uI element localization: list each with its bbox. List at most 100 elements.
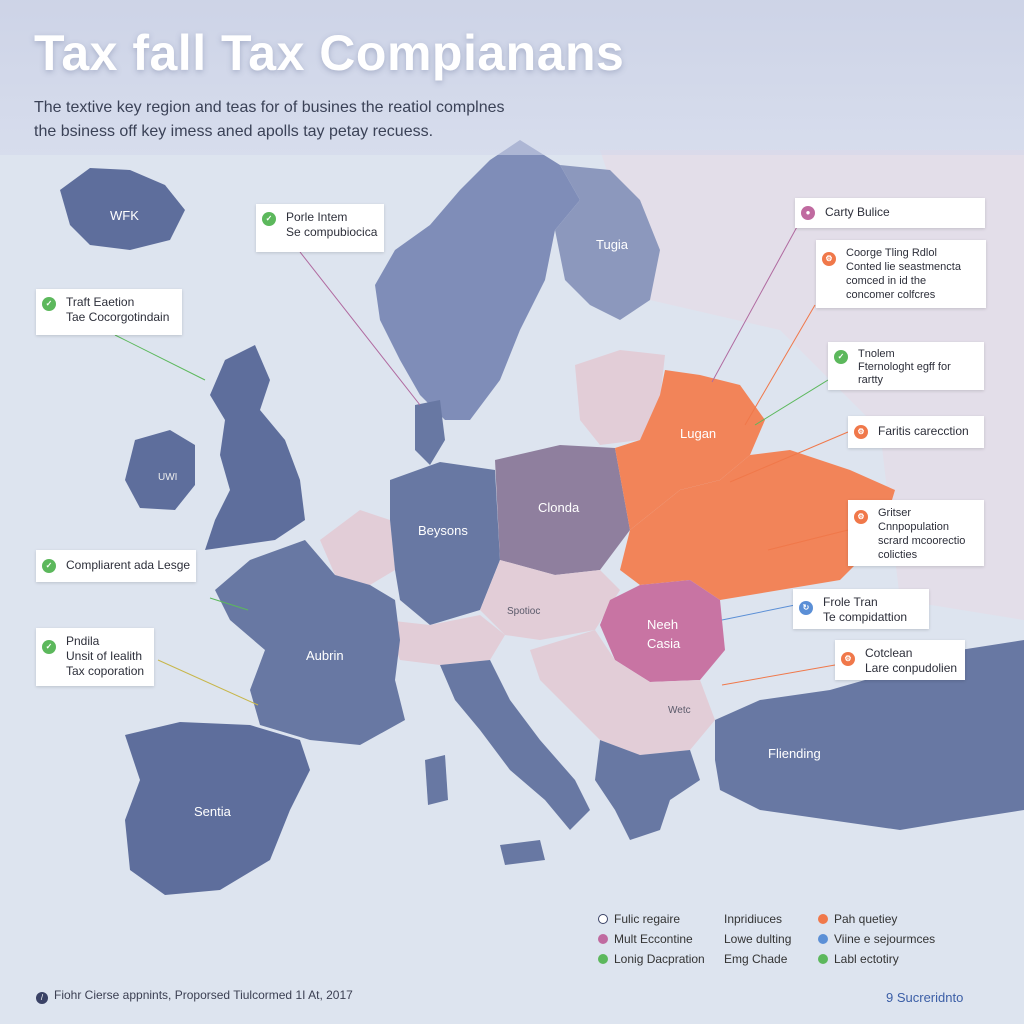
callout-traft-line-1: Traft Eaetion (66, 295, 135, 309)
callout-gritser-line-4: colicties (878, 549, 918, 561)
callout-gritser-line-2: Cnnpopulation (878, 521, 949, 533)
legend: Fulic regaire Inpridiuces Pah quetiey Mu… (598, 912, 958, 972)
region-label-sentia: Sentia (194, 804, 231, 819)
leader-coorge (744, 304, 816, 426)
baltic-shape[interactable] (575, 350, 665, 445)
callout-porle-line-2: Se compubiocica (286, 225, 378, 239)
legend-label: Lonig Dacpration (614, 952, 705, 966)
region-label-wetc: Wetc (668, 705, 691, 716)
footer-brand[interactable]: 9 Sucreridnto (886, 990, 964, 1005)
callout-leaders (114, 224, 849, 706)
iceland-shape[interactable] (60, 168, 185, 250)
benelux-shape[interactable] (320, 510, 395, 585)
page-subtitle: The textive key region and teas for of b… (34, 96, 594, 144)
callout-coorge-line-1: Coorge Tling Rdlol (846, 247, 937, 259)
iberia-shape[interactable] (125, 722, 310, 895)
legend-item: Labl ectotiry (818, 952, 899, 966)
callout-cotclean-line-1: Cotclean (865, 646, 913, 660)
denmark-shape[interactable] (415, 400, 445, 465)
info-icon: / (36, 992, 48, 1004)
legend-dot (598, 934, 608, 944)
scandinavia-shape[interactable] (375, 140, 580, 420)
check-icon: ✓ (834, 350, 848, 364)
callout-coorge-line-3: comced in id the (846, 275, 927, 287)
legend-label: Fulic regaire (614, 912, 681, 926)
legend-label: Pah quetiey (834, 912, 898, 926)
callout-cotclean[interactable]: ⚙ Cotclean Lare conpudolien (835, 640, 965, 680)
romania-shape[interactable] (600, 580, 725, 682)
britain-shape[interactable] (205, 345, 305, 550)
legend-row: Fulic regaire Inpridiuces Pah quetiey (598, 912, 958, 932)
callout-compliarent[interactable]: ✓ Compliarent ada Lesge (36, 550, 196, 582)
subtitle-line-2: the bsiness off key imess aned apolls ta… (34, 123, 434, 140)
leader-faritis (729, 431, 849, 483)
gear-icon: ⚙ (841, 652, 855, 666)
leader-traft (114, 334, 206, 381)
callout-frole[interactable]: ↻ Frole Tran Te compidattion (793, 589, 929, 629)
callout-cotclean-line-2: Lare conpudolien (865, 661, 958, 675)
legend-label: Lowe dulting (724, 932, 792, 946)
callout-tnolem-line-2: Fternologht egff for (858, 361, 951, 373)
leader-porle (299, 251, 421, 406)
france-shape[interactable] (215, 540, 405, 745)
callout-pndila-line-1: Pndila (66, 634, 100, 648)
callout-coorge-line-2: Conted lie seastmencta (846, 261, 961, 273)
leader-tnolem (754, 379, 829, 426)
callout-carty[interactable]: ● Carty Bulice (795, 198, 985, 228)
legend-item: Pah quetiey (818, 912, 897, 926)
leader-compliarent (209, 597, 249, 611)
gear-icon: ⚙ (822, 252, 836, 266)
callout-compliarent-line-1: Compliarent ada Lesge (66, 558, 191, 572)
legend-item: Lowe dulting (724, 932, 791, 946)
check-icon: ✓ (42, 297, 56, 311)
callout-pndila[interactable]: ✓ Pndila Unsit of Iealith Tax coporation (36, 628, 154, 686)
legend-dot (818, 934, 828, 944)
poland-shape[interactable] (495, 445, 630, 575)
ireland-shape[interactable] (125, 430, 195, 510)
region-label-neeh: Neeh (647, 617, 679, 632)
callout-coorge[interactable]: ⚙ Coorge Tling Rdlol Conted lie seastmen… (816, 240, 986, 308)
legend-dot (818, 954, 828, 964)
legend-label: Labl ectotiry (834, 952, 899, 966)
balkans-shape[interactable] (530, 630, 715, 755)
subtitle-line-1: The textive key region and teas for of b… (34, 99, 505, 116)
callout-coorge-line-4: concomer colfcres (846, 289, 936, 301)
callout-porle[interactable]: ✓ Porle Intem Se compubiocica (256, 204, 384, 252)
legend-row: Mult Eccontine Lowe dulting Viine e sejo… (598, 932, 958, 952)
region-label-casia: Casia (647, 636, 681, 651)
greece-shape[interactable] (595, 740, 700, 840)
central-europe-shape[interactable] (480, 560, 620, 640)
callout-gritser[interactable]: ⚙ Gritser Cnnpopulation scrard mcoorecti… (848, 500, 984, 566)
callout-traft[interactable]: ✓ Traft Eaetion Tae Cocorgotindain (36, 289, 182, 335)
region-label-tugia: Tugia (596, 237, 629, 252)
region-label-spotioc: Spotioc (507, 606, 541, 617)
callout-frole-line-2: Te compidattion (823, 610, 908, 624)
page-title: Tax fall Tax Compianans (34, 25, 625, 81)
legend-item: Lonig Dacpration (598, 952, 705, 966)
leader-frole (721, 604, 796, 621)
italy-shape[interactable] (440, 660, 590, 830)
legend-label: Mult Eccontine (614, 932, 693, 946)
callout-tnolem-line-3: rartty (858, 374, 884, 386)
region-label-fliending: Fliending (768, 746, 821, 761)
callout-tnolem[interactable]: ✓ Tnolem Fternologht egff for rartty (828, 342, 984, 390)
check-icon: ✓ (42, 640, 56, 654)
legend-item: Viine e sejourmces (818, 932, 935, 946)
callout-faritis[interactable]: ⚙ Faritis carecction (848, 416, 984, 448)
leader-cotclean (721, 664, 836, 686)
legend-item: Inpridiuces (724, 912, 782, 926)
region-label-beysons: Beysons (418, 523, 468, 538)
leader-gritser (767, 529, 849, 551)
finland-shape[interactable] (555, 165, 660, 320)
turkey-shape[interactable] (715, 640, 1024, 830)
germany-shape[interactable] (390, 462, 500, 625)
lugan-shape[interactable] (615, 370, 765, 530)
alps-shape[interactable] (385, 615, 505, 665)
legend-label: Viine e sejourmces (834, 932, 936, 946)
legend-dot (818, 914, 828, 924)
person-icon: ● (801, 206, 815, 220)
gear-icon: ⚙ (854, 510, 868, 524)
sardinia-shape[interactable] (425, 755, 448, 805)
ukraine-shape[interactable] (620, 450, 895, 600)
sicily-shape[interactable] (500, 840, 545, 865)
